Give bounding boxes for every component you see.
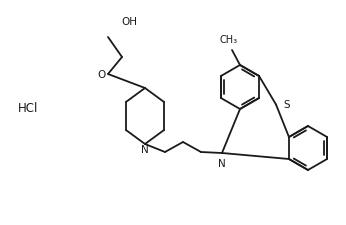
Text: N: N [141,145,149,155]
Text: OH: OH [121,17,137,27]
Text: N: N [218,159,226,169]
Text: S: S [283,99,290,110]
Text: CH₃: CH₃ [220,35,238,45]
Text: HCl: HCl [18,101,38,115]
Text: O: O [98,70,106,80]
